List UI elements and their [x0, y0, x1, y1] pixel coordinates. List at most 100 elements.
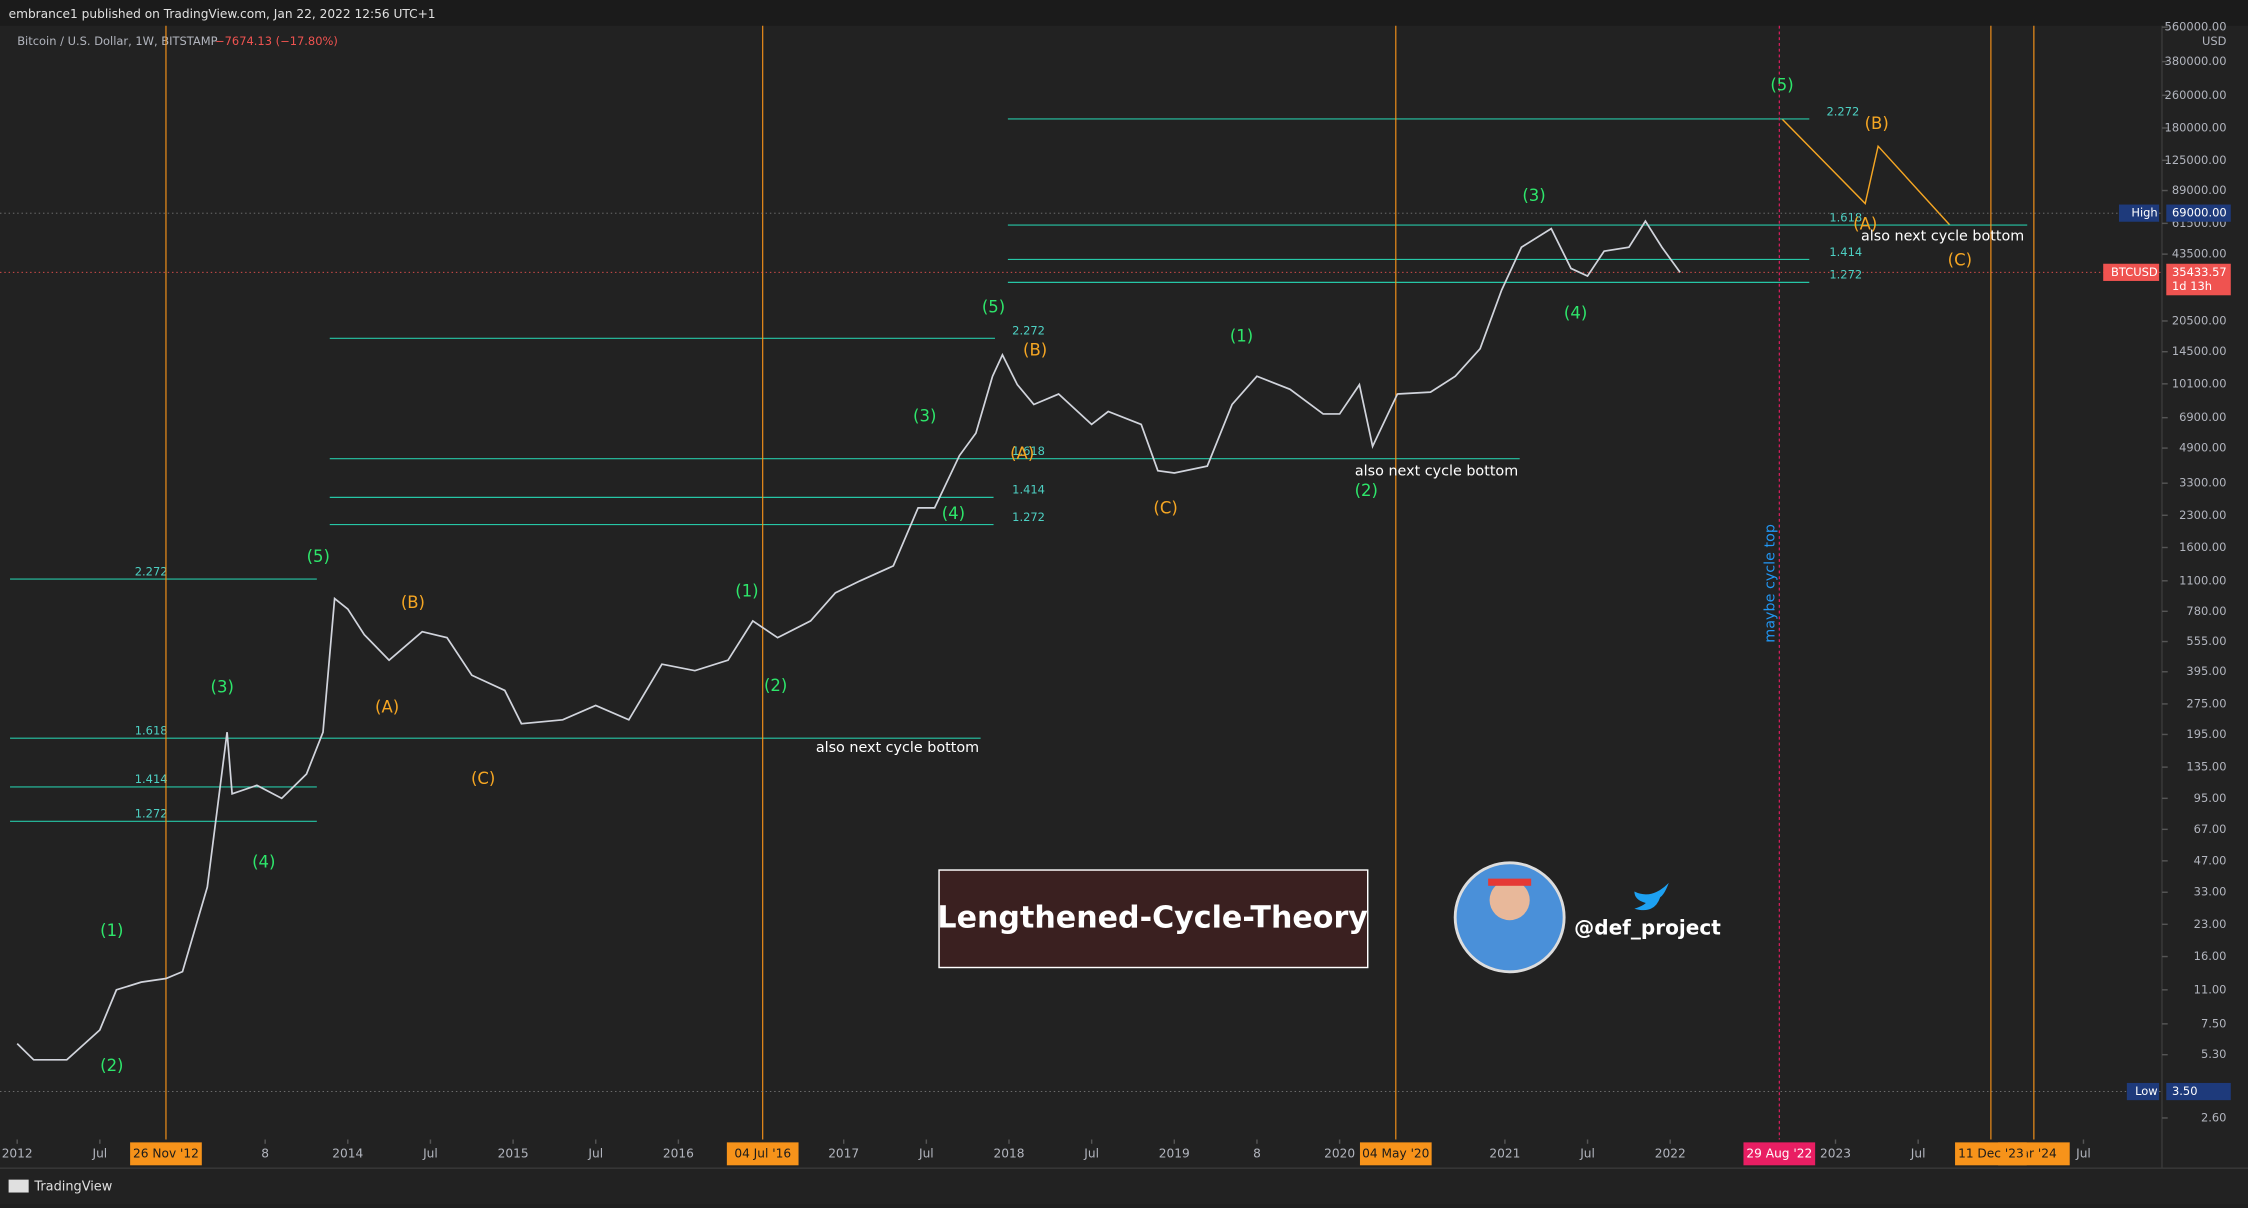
avatar-headband — [1488, 878, 1532, 886]
y-tick-label: 14500.00 — [2172, 344, 2227, 358]
marker-tag — [726, 1142, 799, 1166]
price-tag-name-bg — [2118, 204, 2160, 222]
annotation: (2) — [764, 676, 787, 695]
tv-logo — [8, 1179, 29, 1193]
fib-label: 2.272 — [1012, 324, 1045, 338]
annotation: (B) — [1865, 114, 1889, 133]
annotation: (C) — [1153, 498, 1177, 517]
annotation: (3) — [211, 678, 234, 697]
handle: @def_project — [1574, 915, 1721, 939]
y-tick-label: 560000.00 — [2165, 20, 2227, 34]
y-tick-label: 43500.00 — [2172, 247, 2227, 261]
price-tag-name-bg — [2103, 263, 2160, 281]
y-tick-label: 16.00 — [2194, 949, 2227, 963]
annotation: (1) — [1230, 326, 1253, 345]
annotation: (5) — [307, 547, 330, 566]
annotation: (A) — [375, 698, 399, 717]
header-bar — [0, 0, 2248, 26]
x-tick-label: Jul — [2075, 1146, 2091, 1160]
x-tick-label: 2017 — [828, 1146, 859, 1160]
y-tick-label: 4900.00 — [2179, 441, 2226, 455]
y-tick-label: 89000.00 — [2172, 183, 2227, 197]
x-tick-label: Jul — [422, 1146, 438, 1160]
x-tick-label: 8 — [1253, 1146, 1261, 1160]
annotation: also next cycle bottom — [1861, 229, 2024, 245]
price-line-series — [16, 219, 1681, 1061]
y-tick-label: 1100.00 — [2179, 573, 2226, 587]
title: Lengthened-Cycle-Theory — [937, 900, 1368, 935]
x-tick-label: Jul — [587, 1146, 603, 1160]
x-tick-label: 2021 — [1489, 1146, 1520, 1160]
projection-path — [1781, 118, 1951, 226]
annotation: (B) — [401, 593, 425, 612]
y-tick-label: 11.00 — [2194, 982, 2227, 996]
y-tick-label: 95.00 — [2194, 791, 2227, 805]
annotation: (1) — [735, 581, 758, 600]
y-tick-label: 10100.00 — [2172, 376, 2227, 390]
fib-label: 1.618 — [1012, 444, 1045, 458]
y-tick-label: 1600.00 — [2179, 540, 2226, 554]
price-tag-name-bg — [2126, 1082, 2160, 1101]
x-tick-label: 2019 — [1159, 1146, 1190, 1160]
y-tick-label: 33.00 — [2194, 885, 2227, 899]
annotation: (5) — [982, 298, 1005, 317]
y-tick-label: 5.30 — [2201, 1047, 2227, 1061]
fib-label: 1.414 — [1829, 245, 1862, 259]
annotation: (5) — [1770, 76, 1793, 95]
annotation: maybe cycle top — [1763, 524, 1779, 643]
annotation: (C) — [471, 769, 495, 788]
y-tick-label: 67.00 — [2194, 822, 2227, 836]
y-tick-label: 380000.00 — [2165, 54, 2227, 68]
symbol: Bitcoin / U.S. Dollar, 1W, BITSTAMP — [17, 34, 217, 48]
x-tick-label: Jul — [918, 1146, 934, 1160]
price-tag-name: High — [2131, 206, 2157, 220]
annotation: also next cycle bottom — [1355, 464, 1518, 480]
x-tick-label: 2015 — [498, 1146, 529, 1160]
annotation: (4) — [1564, 303, 1587, 322]
fib-label: 1.272 — [1012, 510, 1045, 524]
y-tick-label: 2.60 — [2201, 1110, 2227, 1124]
y-unit: USD — [2202, 34, 2227, 48]
y-tick-label: 7.50 — [2201, 1016, 2227, 1030]
annotation: (3) — [1522, 186, 1545, 205]
change: −7674.13 (−17.80%) — [215, 34, 338, 48]
annotation: also next cycle bottom — [816, 740, 979, 756]
y-tick-label: 260000.00 — [2165, 88, 2227, 102]
y-tick-label: 125000.00 — [2165, 153, 2227, 167]
fib-label: 1.414 — [135, 772, 168, 786]
y-tick-label: 6900.00 — [2179, 410, 2226, 424]
price-tag — [2166, 1082, 2231, 1101]
annotation: (1) — [100, 921, 123, 940]
marker-label: 26 Nov '12 — [133, 1146, 199, 1160]
annotation: (3) — [913, 407, 936, 426]
y-tick-label: 47.00 — [2194, 853, 2227, 867]
y-tick-label: 555.00 — [2186, 634, 2226, 648]
price-tag — [2166, 204, 2231, 222]
x-tick-label: Jul — [1579, 1146, 1595, 1160]
fib-label: 1.618 — [135, 724, 168, 738]
title-box — [938, 869, 1369, 969]
x-tick-label: 2020 — [1324, 1146, 1355, 1160]
fib-label: 1.618 — [1829, 210, 1862, 224]
x-tick-label: 2022 — [1655, 1146, 1686, 1160]
annotation: (A) — [1010, 444, 1034, 463]
fib-label: 2.272 — [1827, 104, 1860, 118]
marker-tag — [1359, 1142, 1432, 1166]
price-tag — [2166, 263, 2231, 296]
marker-tag — [1743, 1142, 1816, 1166]
layer: 2.272 1.618 1.414 1.272 2.272 1.618 1.414 1.272… — [0, 20, 2231, 1166]
x-tick-label: 8 — [261, 1146, 269, 1160]
marker-tag — [130, 1142, 202, 1166]
annotation: (4) — [252, 852, 275, 871]
y-tick-label: 20500.00 — [2172, 313, 2227, 327]
annotation: (A) — [1853, 215, 1877, 234]
marker-label: 04 Jul '16 — [734, 1146, 791, 1160]
x-tick-label: 2016 — [663, 1146, 694, 1160]
y-tick-label: 2300.00 — [2179, 508, 2226, 522]
price-tag-countdown: 1d 13h — [2172, 279, 2212, 293]
y-tick-label: 780.00 — [2186, 604, 2226, 618]
avatar-face — [1489, 880, 1530, 921]
price-tag-name: BTCUSD — [2111, 265, 2158, 279]
